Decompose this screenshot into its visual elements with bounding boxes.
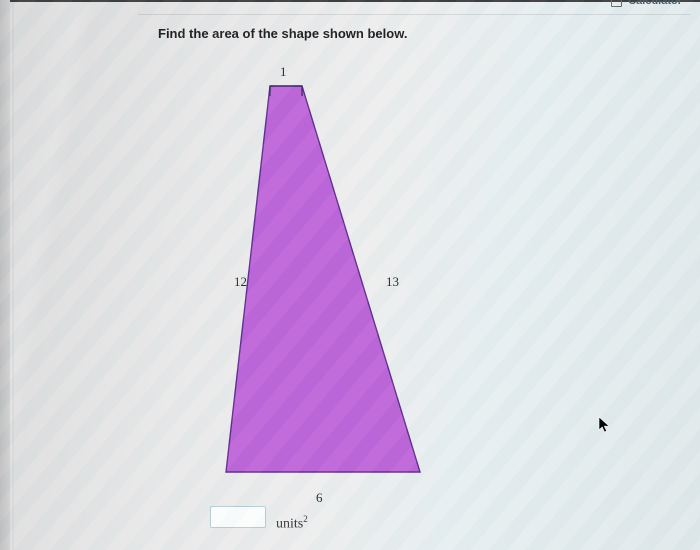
units-exp: 2 bbox=[303, 514, 308, 524]
top-border bbox=[0, 0, 700, 2]
problem-prompt: Find the area of the shape shown below. bbox=[158, 26, 407, 41]
dim-top: 1 bbox=[280, 64, 287, 80]
cursor-icon bbox=[598, 416, 612, 438]
dim-right: 13 bbox=[386, 274, 399, 290]
toolbar-fragment: Calculator bbox=[611, 0, 682, 7]
geometry-figure: 1 12 13 6 bbox=[140, 58, 540, 498]
calculator-label[interactable]: Calculator bbox=[628, 0, 682, 7]
answer-input[interactable] bbox=[210, 506, 266, 528]
dim-left: 12 bbox=[234, 274, 247, 290]
page-left-edge bbox=[0, 0, 10, 550]
units-text: units bbox=[276, 517, 303, 532]
dim-bottom: 6 bbox=[316, 490, 323, 506]
page-left-edge-shadow bbox=[12, 0, 14, 550]
answer-row: units2 bbox=[210, 506, 308, 533]
units-label: units2 bbox=[276, 514, 308, 533]
divider-line bbox=[138, 14, 690, 15]
calculator-icon[interactable] bbox=[611, 0, 622, 7]
